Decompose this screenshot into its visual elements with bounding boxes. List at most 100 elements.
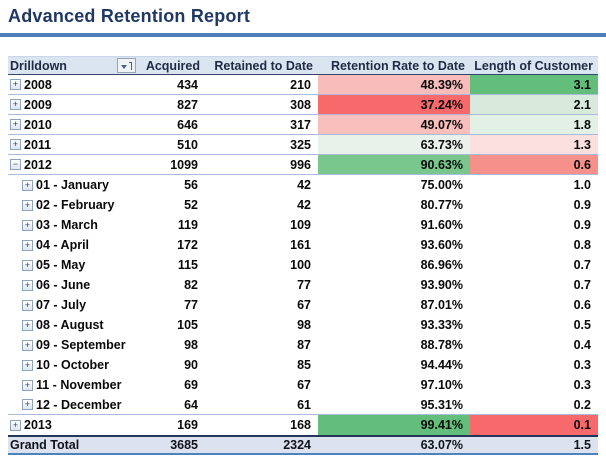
row-label: 2010 (24, 117, 52, 132)
drilldown-cell: +2008 (8, 75, 140, 94)
drilldown-cell: +2009 (8, 95, 140, 114)
retained-cell: 996 (290, 157, 311, 172)
length-of-customer-cell: 0.3 (470, 375, 598, 395)
length-of-customer-cell: 0.3 (470, 355, 598, 375)
table-row: +02 - February 52 42 80.77% 0.9 (8, 195, 598, 215)
acquired-cell: 77 (184, 298, 198, 312)
expand-toggle-icon[interactable]: + (22, 239, 33, 251)
retention-rate-cell: 93.33% (318, 315, 470, 335)
expand-toggle-icon[interactable]: + (22, 219, 33, 231)
retention-rate-cell: 75.00% (318, 175, 470, 195)
retention-rate-cell: 99.41% (318, 415, 470, 435)
table-body: +2008 434 210 48.39% 3.1 +2009 827 308 37.24% 2.1… (8, 75, 598, 435)
retained-cell: 308 (290, 97, 311, 112)
grand-total-acquired: 3685 (170, 438, 198, 452)
expand-toggle-icon[interactable]: + (22, 179, 33, 191)
retained-cell: 42 (297, 198, 311, 212)
retention-rate-cell: 93.60% (318, 235, 470, 255)
retained-cell: 77 (297, 278, 311, 292)
expand-toggle-icon[interactable]: + (22, 319, 33, 331)
acquired-cell: 169 (177, 418, 198, 432)
length-of-customer-cell: 1.8 (470, 115, 598, 134)
row-label: 12 - December (36, 397, 122, 412)
drilldown-cell: +04 - April (8, 235, 140, 255)
drilldown-cell: +03 - March (8, 215, 140, 235)
table-header-row: Drilldown Acquired Retained to Date Rete… (8, 56, 598, 75)
column-header-length-of-customer: Length of Customer (474, 58, 593, 73)
retained-cell: 168 (290, 418, 311, 432)
expand-toggle-icon[interactable]: + (10, 139, 21, 150)
length-of-customer-cell: 1.0 (470, 175, 598, 195)
retained-cell: 67 (297, 378, 311, 392)
collapse-toggle-icon[interactable]: − (10, 159, 21, 170)
expand-toggle-icon[interactable]: + (10, 99, 21, 110)
retained-cell: 87 (297, 338, 311, 352)
sort-line-icon (129, 61, 132, 70)
table-row: +01 - January 56 42 75.00% 1.0 (8, 175, 598, 195)
drilldown-cell: +2011 (8, 135, 140, 154)
expand-toggle-icon[interactable]: + (22, 299, 33, 311)
length-of-customer-cell: 0.7 (470, 255, 598, 275)
expand-toggle-icon[interactable]: + (22, 199, 33, 211)
expand-toggle-icon[interactable]: + (22, 339, 33, 351)
column-header-retained: Retained to Date (214, 58, 313, 73)
retained-cell: 210 (290, 77, 311, 92)
retained-cell: 85 (297, 358, 311, 372)
drilldown-cell: +2010 (8, 115, 140, 134)
retention-rate-cell: 87.01% (318, 295, 470, 315)
table-row: +2010 646 317 49.07% 1.8 (8, 115, 598, 135)
grand-total-row: Grand Total 3685 2324 63.07% 1.5 (8, 435, 598, 455)
acquired-cell: 172 (177, 238, 198, 252)
retention-rate-cell: 49.07% (318, 115, 470, 134)
row-label: 05 - May (36, 258, 86, 272)
expand-toggle-icon[interactable]: + (22, 399, 33, 410)
length-of-customer-cell: 3.1 (470, 75, 598, 94)
acquired-cell: 827 (177, 97, 198, 112)
row-label: 07 - July (36, 298, 87, 312)
drilldown-cell: +05 - May (8, 255, 140, 275)
retained-cell: 67 (297, 298, 311, 312)
acquired-cell: 82 (184, 278, 198, 292)
retention-rate-cell: 37.24% (318, 95, 470, 114)
row-label: 02 - February (36, 198, 115, 212)
acquired-cell: 56 (184, 178, 198, 192)
retained-cell: 100 (290, 258, 311, 272)
table-row: +11 - November 69 67 97.10% 0.3 (8, 375, 598, 395)
sort-filter-icon[interactable] (117, 58, 136, 73)
acquired-cell: 510 (177, 137, 198, 152)
table-row: +03 - March 119 109 91.60% 0.9 (8, 215, 598, 235)
drilldown-cell: +11 - November (8, 375, 140, 395)
grand-total-length: 1.5 (573, 438, 591, 452)
expand-toggle-icon[interactable]: + (10, 79, 21, 90)
table-row: +10 - October 90 85 94.44% 0.3 (8, 355, 598, 375)
drilldown-cell: −2012 (8, 155, 140, 174)
retained-cell: 98 (297, 318, 311, 332)
retention-rate-cell: 90.63% (318, 155, 470, 174)
length-of-customer-cell: 0.9 (470, 195, 598, 215)
expand-toggle-icon[interactable]: + (10, 419, 21, 431)
length-of-customer-cell: 0.6 (470, 295, 598, 315)
row-label: 03 - March (36, 218, 98, 232)
length-of-customer-cell: 0.8 (470, 235, 598, 255)
grand-total-rate: 63.07% (420, 438, 463, 452)
retention-rate-cell: 93.90% (318, 275, 470, 295)
row-label: 2012 (24, 157, 52, 172)
retained-cell: 61 (297, 397, 311, 412)
drilldown-cell: +02 - February (8, 195, 140, 215)
table-row: +08 - August 105 98 93.33% 0.5 (8, 315, 598, 335)
drilldown-cell: +09 - September (8, 335, 140, 355)
table-row: +2008 434 210 48.39% 3.1 (8, 75, 598, 95)
acquired-cell: 115 (177, 258, 198, 272)
retention-rate-cell: 86.96% (318, 255, 470, 275)
drilldown-cell: +10 - October (8, 355, 140, 375)
retention-rate-cell: 88.78% (318, 335, 470, 355)
length-of-customer-cell: 0.4 (470, 335, 598, 355)
retention-pivot-table: Drilldown Acquired Retained to Date Rete… (8, 56, 598, 455)
expand-toggle-icon[interactable]: + (10, 119, 21, 130)
expand-toggle-icon[interactable]: + (22, 359, 33, 371)
expand-toggle-icon[interactable]: + (22, 379, 33, 391)
row-label: 08 - August (36, 318, 104, 332)
column-header-drilldown: Drilldown (8, 57, 140, 74)
expand-toggle-icon[interactable]: + (22, 259, 33, 271)
expand-toggle-icon[interactable]: + (22, 279, 33, 291)
